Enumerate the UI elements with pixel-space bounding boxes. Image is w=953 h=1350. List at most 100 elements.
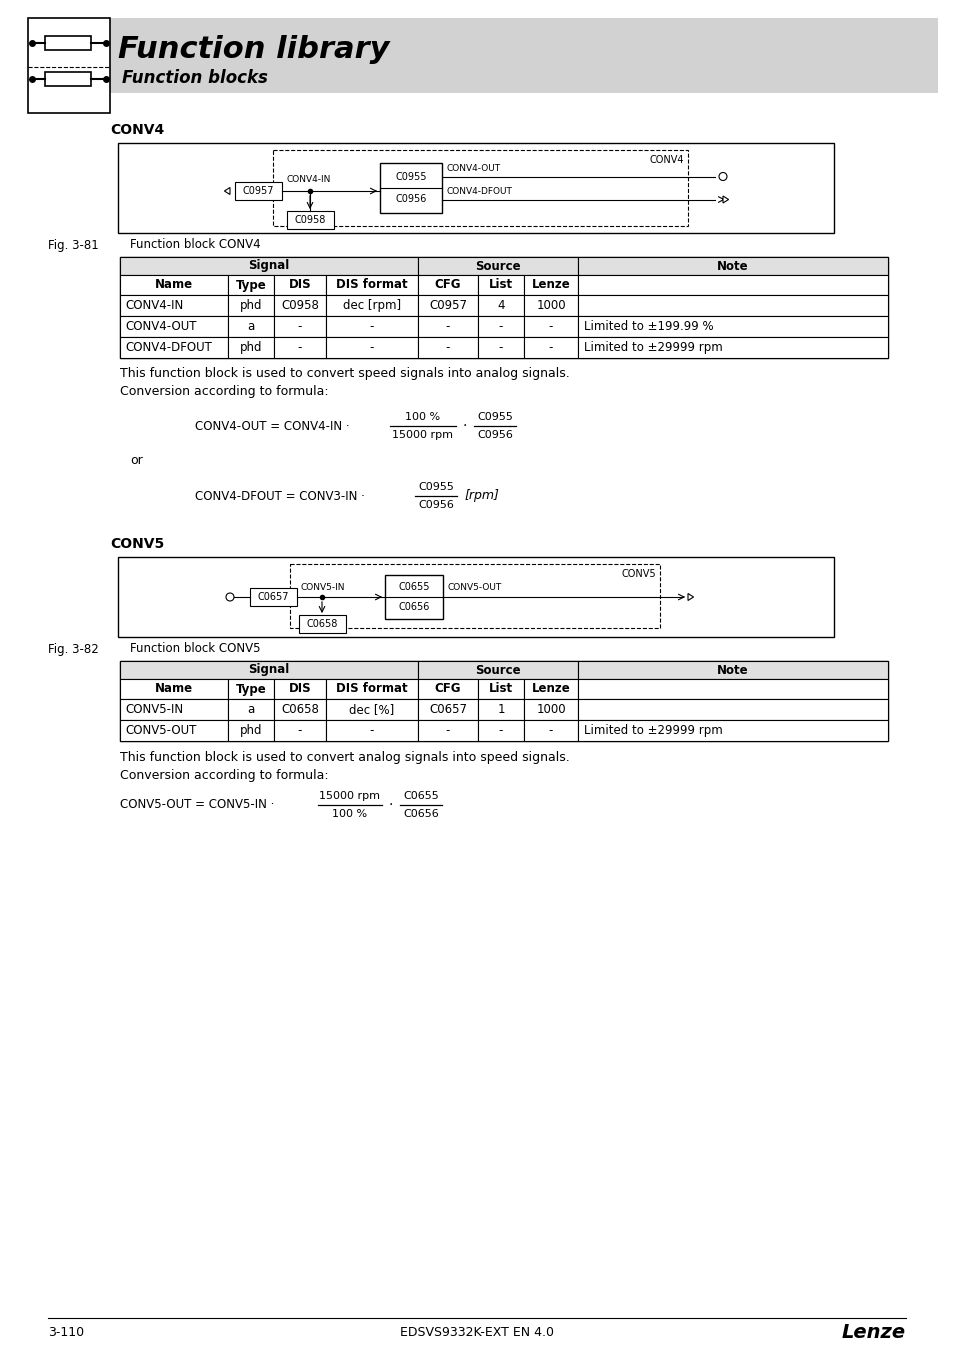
Bar xyxy=(228,275,274,296)
Text: Type: Type xyxy=(235,683,266,695)
Text: Source: Source xyxy=(475,663,520,676)
Text: phd: phd xyxy=(239,342,262,354)
Text: [rpm]: [rpm] xyxy=(464,490,499,502)
Bar xyxy=(578,720,887,741)
Text: C0955: C0955 xyxy=(395,171,426,181)
Bar xyxy=(477,316,523,338)
Bar xyxy=(326,316,417,338)
Bar xyxy=(578,338,887,358)
Text: CFG: CFG xyxy=(435,278,460,292)
Bar xyxy=(287,211,334,230)
Polygon shape xyxy=(224,188,230,194)
Text: CONV5-OUT: CONV5-OUT xyxy=(125,724,196,737)
Text: C0955: C0955 xyxy=(476,412,513,423)
Text: List: List xyxy=(489,683,513,695)
Bar xyxy=(578,275,887,296)
Text: CONV5-IN: CONV5-IN xyxy=(125,703,183,716)
Text: Lenze: Lenze xyxy=(841,1323,905,1342)
Text: ·: · xyxy=(389,798,393,811)
Bar xyxy=(417,662,578,679)
Text: Type: Type xyxy=(235,278,266,292)
Text: CONV4-DFOUT: CONV4-DFOUT xyxy=(125,342,212,354)
Bar xyxy=(120,256,417,275)
Text: 15000 rpm: 15000 rpm xyxy=(392,431,453,440)
Bar xyxy=(110,18,937,93)
Bar xyxy=(273,150,687,225)
Bar xyxy=(523,296,578,316)
Bar xyxy=(120,256,887,358)
Text: Source: Source xyxy=(475,259,520,273)
Text: Note: Note xyxy=(717,259,748,273)
Bar xyxy=(523,679,578,699)
Bar xyxy=(28,18,110,113)
Text: Fig. 3-81: Fig. 3-81 xyxy=(48,239,99,251)
Text: 1: 1 xyxy=(497,703,504,716)
Bar xyxy=(228,679,274,699)
Bar xyxy=(228,720,274,741)
Polygon shape xyxy=(722,196,728,202)
Text: Signal: Signal xyxy=(248,259,290,273)
Circle shape xyxy=(226,593,233,601)
Bar xyxy=(228,316,274,338)
Bar xyxy=(234,182,282,200)
Text: dec [%]: dec [%] xyxy=(349,703,395,716)
Bar xyxy=(120,699,228,720)
Bar xyxy=(45,36,91,50)
Bar xyxy=(417,699,477,720)
Bar xyxy=(417,296,477,316)
Bar xyxy=(417,720,477,741)
Bar xyxy=(120,275,228,296)
Bar xyxy=(228,296,274,316)
Bar xyxy=(523,338,578,358)
Text: C0957: C0957 xyxy=(429,298,467,312)
Text: C0958: C0958 xyxy=(281,298,318,312)
Bar xyxy=(379,163,441,213)
Text: DIS format: DIS format xyxy=(335,278,407,292)
Text: -: - xyxy=(548,320,553,333)
Text: -: - xyxy=(297,724,302,737)
Bar xyxy=(118,558,833,637)
Text: C0956: C0956 xyxy=(395,194,426,204)
Text: EDSVS9332K-EXT EN 4.0: EDSVS9332K-EXT EN 4.0 xyxy=(399,1327,554,1339)
Circle shape xyxy=(719,173,726,181)
Text: C0658: C0658 xyxy=(306,620,337,629)
Text: Function block CONV4: Function block CONV4 xyxy=(130,239,260,251)
Text: CONV4-IN: CONV4-IN xyxy=(125,298,183,312)
Text: C0655: C0655 xyxy=(397,582,429,591)
Text: CONV4-DFOUT: CONV4-DFOUT xyxy=(447,188,513,196)
Bar xyxy=(326,338,417,358)
Text: -: - xyxy=(297,342,302,354)
Text: Note: Note xyxy=(717,663,748,676)
Text: Limited to ±199.99 %: Limited to ±199.99 % xyxy=(583,320,713,333)
Bar xyxy=(326,275,417,296)
Text: -: - xyxy=(498,724,502,737)
Text: C0958: C0958 xyxy=(294,215,325,225)
Bar xyxy=(120,338,228,358)
Text: CONV5-IN: CONV5-IN xyxy=(301,582,345,591)
Bar xyxy=(326,296,417,316)
Bar xyxy=(477,338,523,358)
Text: C0655: C0655 xyxy=(403,791,438,801)
Bar xyxy=(326,679,417,699)
Text: CONV4-IN: CONV4-IN xyxy=(287,174,331,184)
Bar xyxy=(578,699,887,720)
Bar xyxy=(120,296,228,316)
Text: 1000: 1000 xyxy=(536,703,565,716)
Bar xyxy=(120,679,228,699)
Text: -: - xyxy=(498,342,502,354)
Text: Conversion according to formula:: Conversion according to formula: xyxy=(120,386,328,398)
Text: CONV4-DFOUT = CONV3-IN ·: CONV4-DFOUT = CONV3-IN · xyxy=(194,490,364,502)
Bar xyxy=(326,699,417,720)
Text: CONV5-OUT = CONV5-IN ·: CONV5-OUT = CONV5-IN · xyxy=(120,798,274,811)
Text: CONV4-OUT = CONV4-IN ·: CONV4-OUT = CONV4-IN · xyxy=(194,420,349,432)
Text: CONV4-OUT: CONV4-OUT xyxy=(125,320,196,333)
Text: 100 %: 100 % xyxy=(332,809,367,819)
Text: 1000: 1000 xyxy=(536,298,565,312)
Text: Fig. 3-82: Fig. 3-82 xyxy=(48,643,99,656)
Bar xyxy=(417,256,578,275)
Text: C0955: C0955 xyxy=(417,482,454,491)
Text: C0658: C0658 xyxy=(281,703,318,716)
Text: phd: phd xyxy=(239,298,262,312)
Text: This function block is used to convert analog signals into speed signals.: This function block is used to convert a… xyxy=(120,751,569,764)
Text: Name: Name xyxy=(154,278,193,292)
